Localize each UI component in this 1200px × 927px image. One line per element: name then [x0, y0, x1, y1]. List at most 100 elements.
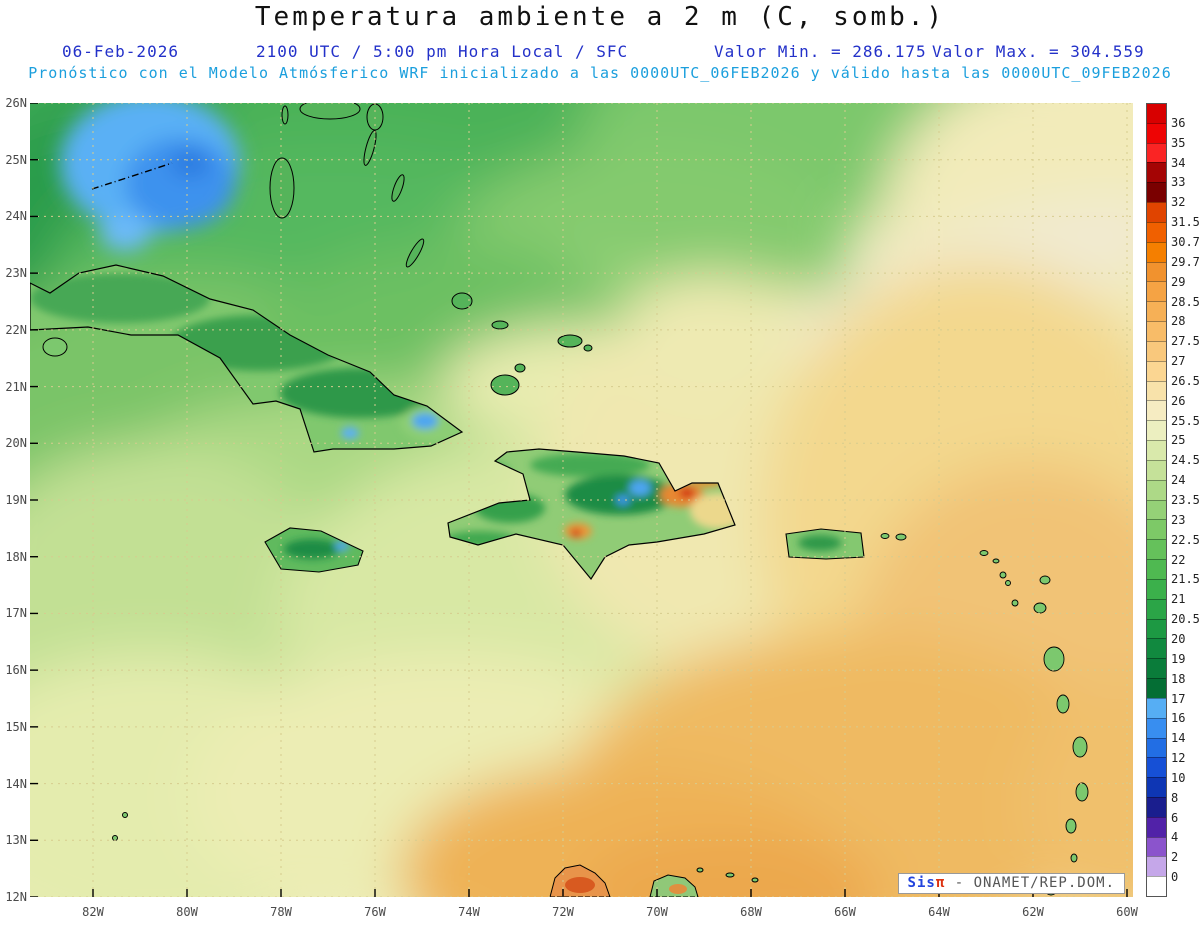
colorbar-tick-label: 16	[1171, 711, 1186, 726]
south-caribbean-land	[112, 812, 759, 897]
colorbar-tick-label: 23	[1171, 512, 1186, 527]
colorbar-tick-label: 22	[1171, 552, 1186, 567]
page-title: Temperatura ambiente a 2 m (C, somb.)	[254, 2, 946, 32]
colorbar-tick-label: 34	[1171, 155, 1186, 170]
lat-tick-label: 24N	[5, 209, 27, 224]
grid-lines	[30, 103, 1133, 897]
colorbar-cell	[1147, 737, 1166, 758]
colorbar-cell	[1147, 301, 1166, 322]
lat-tick-label: 13N	[5, 833, 27, 848]
colorbar-cell	[1147, 142, 1166, 163]
colorbar-cell	[1147, 598, 1166, 619]
colorbar-tick-label: 32	[1171, 195, 1186, 210]
colorbar-cell	[1147, 618, 1166, 639]
colorbar-tick-label: 26.5	[1171, 373, 1200, 388]
colorbar-cell	[1147, 796, 1166, 817]
colorbar-cell	[1147, 757, 1166, 778]
watermark-sis: Sis	[907, 875, 936, 891]
lat-tick-label: 23N	[5, 266, 27, 281]
colorbar-cell	[1147, 202, 1166, 222]
colorbar-cell	[1147, 420, 1166, 441]
lon-tick-label: 74W	[458, 905, 480, 919]
colorbar-tick-label: 20	[1171, 631, 1186, 646]
colorbar-tick-label: 12	[1171, 751, 1186, 766]
lat-tick-label: 15N	[5, 719, 27, 734]
colorbar-tick-label: 17	[1171, 691, 1186, 706]
lat-tick-label: 17N	[5, 606, 27, 621]
axis-tick-marks	[30, 103, 1128, 897]
run-date: 06-Feb-2026	[62, 42, 179, 61]
colorbar-cell	[1147, 241, 1166, 262]
colorbar-tick-label: 8	[1171, 790, 1179, 805]
lon-tick-label: 82W	[82, 905, 104, 919]
lat-tick-label: 21N	[5, 379, 27, 394]
colorbar-tick-label: 26	[1171, 393, 1186, 408]
header-line-datetime: 06-Feb-2026 2100 UTC / 5:00 pm Hora Loca…	[0, 42, 1200, 62]
colorbar-cell	[1147, 816, 1166, 837]
colorbar-tick-label: 30.7	[1171, 234, 1200, 249]
colorbar-tick-label: 29.7	[1171, 254, 1200, 269]
cold-pool-blobs	[60, 103, 240, 251]
colorbar-cell	[1147, 519, 1166, 540]
florida-keys-line	[91, 162, 173, 190]
lon-tick-label: 76W	[364, 905, 386, 919]
value-min-label: Valor Min. = 286.175	[714, 42, 927, 61]
colorbar-cell	[1147, 479, 1166, 500]
colorbar-tick-label: 0	[1171, 870, 1179, 885]
colorbar-cell	[1147, 678, 1166, 698]
lon-tick-label: 72W	[552, 905, 574, 919]
lat-tick-label: 25N	[5, 152, 27, 167]
map-area: Sisπ - ONAMET/REP.DOM.	[30, 103, 1133, 897]
colorbar-cell	[1147, 539, 1166, 560]
colorbar-tick-label: 21.5	[1171, 572, 1200, 587]
lat-tick-label: 19N	[5, 493, 27, 507]
watermark-org: - ONAMET/REP.DOM.	[945, 875, 1115, 891]
lon-tick-label: 64W	[928, 905, 950, 919]
lon-tick-label: 68W	[740, 905, 762, 919]
value-max-label: Valor Max. = 304.559	[932, 42, 1145, 61]
forecast-description: Pronóstico con el Modelo Atmósferico WRF…	[28, 64, 1172, 82]
colorbar-cell	[1147, 499, 1166, 520]
temperature-map-svg	[30, 103, 1133, 897]
colorbar-cell	[1147, 777, 1166, 797]
colorbar-tick-label: 20.5	[1171, 612, 1200, 627]
lon-tick-label: 60W	[1116, 905, 1138, 919]
colorbar-cell	[1147, 281, 1166, 302]
colorbar-cell	[1147, 717, 1166, 738]
isla-juventud	[42, 337, 68, 357]
colorbar-tick-label: 25	[1171, 433, 1186, 448]
colorbar-tick-label: 35	[1171, 135, 1186, 150]
lon-tick-label: 70W	[646, 905, 668, 919]
lon-tick-label: 78W	[270, 905, 292, 919]
colorbar-cell	[1147, 162, 1166, 183]
lat-tick-label: 12N	[5, 890, 27, 904]
colorbar-tick-label: 36	[1171, 115, 1186, 130]
lat-tick-label: 14N	[5, 776, 27, 791]
colorbar-cell	[1147, 856, 1166, 877]
colorbar-tick-label: 27	[1171, 354, 1186, 369]
lat-tick-label: 18N	[5, 549, 27, 564]
colorbar-cell	[1147, 658, 1166, 679]
colorbar-tick-label: 6	[1171, 810, 1179, 825]
lat-tick-label: 20N	[5, 436, 27, 451]
colorbar-tick-label: 29	[1171, 274, 1186, 289]
colorbar-cell	[1147, 321, 1166, 341]
lat-tick-label: 22N	[5, 322, 27, 337]
colorbar-tick-label: 24	[1171, 473, 1186, 488]
watermark-badge: Sisπ - ONAMET/REP.DOM.	[897, 873, 1125, 894]
bahamas-islands	[269, 103, 593, 396]
colorbar-cell	[1147, 638, 1166, 659]
colorbar-tick-label: 28.5	[1171, 294, 1200, 309]
lon-tick-label: 62W	[1022, 905, 1044, 919]
colorbar-tick-label: 22.5	[1171, 532, 1200, 547]
colorbar-tick-label: 21	[1171, 592, 1186, 607]
colorbar-cell	[1147, 578, 1166, 599]
colorbar-cell	[1147, 340, 1166, 361]
lon-tick-label: 80W	[176, 905, 198, 919]
colorbar-cell	[1147, 122, 1166, 143]
colorbar-tick-label: 2	[1171, 850, 1179, 865]
lon-tick-label: 66W	[834, 905, 856, 919]
colorbar-cell	[1147, 876, 1166, 897]
colorbar-tick-label: 10	[1171, 770, 1186, 785]
colorbar-tick-label: 28	[1171, 314, 1186, 329]
